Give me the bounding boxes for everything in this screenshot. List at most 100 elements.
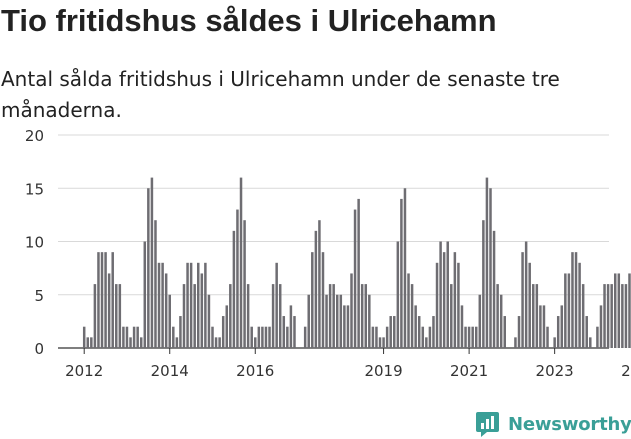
bar bbox=[596, 326, 599, 348]
bar bbox=[82, 326, 86, 348]
bar bbox=[125, 326, 129, 348]
x-tick-label: 2021 bbox=[450, 362, 488, 380]
bar bbox=[278, 284, 282, 348]
bar bbox=[556, 316, 560, 348]
bar bbox=[136, 326, 139, 348]
bar bbox=[207, 294, 211, 348]
bar bbox=[360, 284, 364, 348]
bar bbox=[439, 241, 442, 348]
bar bbox=[532, 284, 535, 348]
y-tick-label: 20 bbox=[25, 127, 44, 145]
bar bbox=[574, 252, 578, 348]
bar bbox=[172, 326, 175, 348]
bar bbox=[193, 284, 196, 348]
x-tick-label: 2023 bbox=[536, 362, 574, 380]
bar bbox=[432, 316, 435, 348]
bar bbox=[168, 294, 171, 348]
x-tick-label: 2019 bbox=[364, 362, 402, 380]
bar bbox=[218, 337, 221, 348]
bar bbox=[524, 241, 528, 348]
bar bbox=[407, 273, 410, 348]
bar bbox=[211, 326, 214, 348]
bar bbox=[343, 305, 346, 348]
bar bbox=[417, 316, 421, 348]
bar bbox=[585, 316, 588, 348]
bar bbox=[175, 337, 179, 348]
y-tick-label: 15 bbox=[25, 180, 44, 198]
newsworthy-logo: Newsworthy bbox=[475, 409, 631, 439]
bar bbox=[542, 305, 546, 348]
bar bbox=[197, 262, 200, 348]
bar bbox=[250, 326, 253, 348]
bar bbox=[393, 316, 396, 348]
bar bbox=[421, 326, 425, 348]
bar bbox=[450, 284, 453, 348]
bar bbox=[571, 252, 574, 348]
bar bbox=[321, 252, 325, 348]
bar bbox=[581, 284, 585, 348]
bar bbox=[139, 337, 143, 348]
bar bbox=[268, 326, 271, 348]
bar bbox=[93, 284, 97, 348]
bar bbox=[221, 316, 225, 348]
bar bbox=[564, 273, 567, 348]
bar bbox=[257, 326, 261, 348]
bar bbox=[514, 337, 517, 348]
bar bbox=[282, 316, 286, 348]
bar bbox=[254, 337, 257, 348]
bar bbox=[303, 326, 307, 348]
bar bbox=[425, 337, 428, 348]
bar bbox=[129, 337, 132, 348]
bar bbox=[214, 337, 218, 348]
y-axis-ticks: 0 5 10 15 20 bbox=[25, 127, 44, 358]
bar bbox=[492, 230, 496, 348]
bars bbox=[82, 177, 631, 348]
bar bbox=[460, 305, 464, 348]
bar bbox=[164, 273, 168, 348]
bar bbox=[122, 326, 125, 348]
bar bbox=[111, 252, 114, 348]
bar bbox=[115, 284, 118, 348]
bar bbox=[567, 273, 571, 348]
x-tick-label: 2025 bbox=[621, 362, 631, 380]
bar bbox=[157, 262, 161, 348]
bar bbox=[560, 305, 564, 348]
bar bbox=[446, 241, 449, 348]
x-tick-label: 2016 bbox=[236, 362, 274, 380]
gridlines bbox=[58, 134, 609, 349]
bar bbox=[428, 326, 432, 348]
bar bbox=[453, 252, 457, 348]
bar bbox=[613, 273, 617, 348]
bar bbox=[617, 273, 621, 348]
bar bbox=[186, 262, 189, 348]
bar bbox=[104, 252, 107, 348]
x-axis-ticks: 2012 2014 2016 2019 2021 2023 2025 bbox=[65, 348, 631, 380]
bar bbox=[97, 252, 100, 348]
bar bbox=[325, 294, 328, 348]
bar bbox=[132, 326, 136, 348]
bar bbox=[189, 262, 193, 348]
bar bbox=[314, 230, 318, 348]
bar bbox=[403, 188, 407, 348]
bar bbox=[621, 284, 624, 348]
bar bbox=[474, 326, 478, 348]
bar bbox=[535, 284, 539, 348]
x-tick-label: 2012 bbox=[65, 362, 103, 380]
chart-badge-icon bbox=[476, 411, 499, 437]
bar bbox=[335, 294, 339, 348]
bar bbox=[225, 305, 229, 348]
bar bbox=[318, 220, 321, 348]
bar bbox=[239, 177, 243, 348]
chart-subtitle: Antal sålda fritidshus i Ulricehamn unde… bbox=[1, 67, 560, 122]
bar bbox=[471, 326, 474, 348]
bar bbox=[118, 284, 122, 348]
bar bbox=[467, 326, 471, 348]
bar bbox=[371, 326, 375, 348]
logo-text: Newsworthy bbox=[508, 413, 631, 435]
bar bbox=[353, 209, 357, 348]
bar bbox=[107, 273, 111, 348]
bar bbox=[464, 326, 467, 348]
bar bbox=[179, 316, 182, 348]
bar bbox=[517, 316, 521, 348]
bar bbox=[457, 262, 460, 348]
